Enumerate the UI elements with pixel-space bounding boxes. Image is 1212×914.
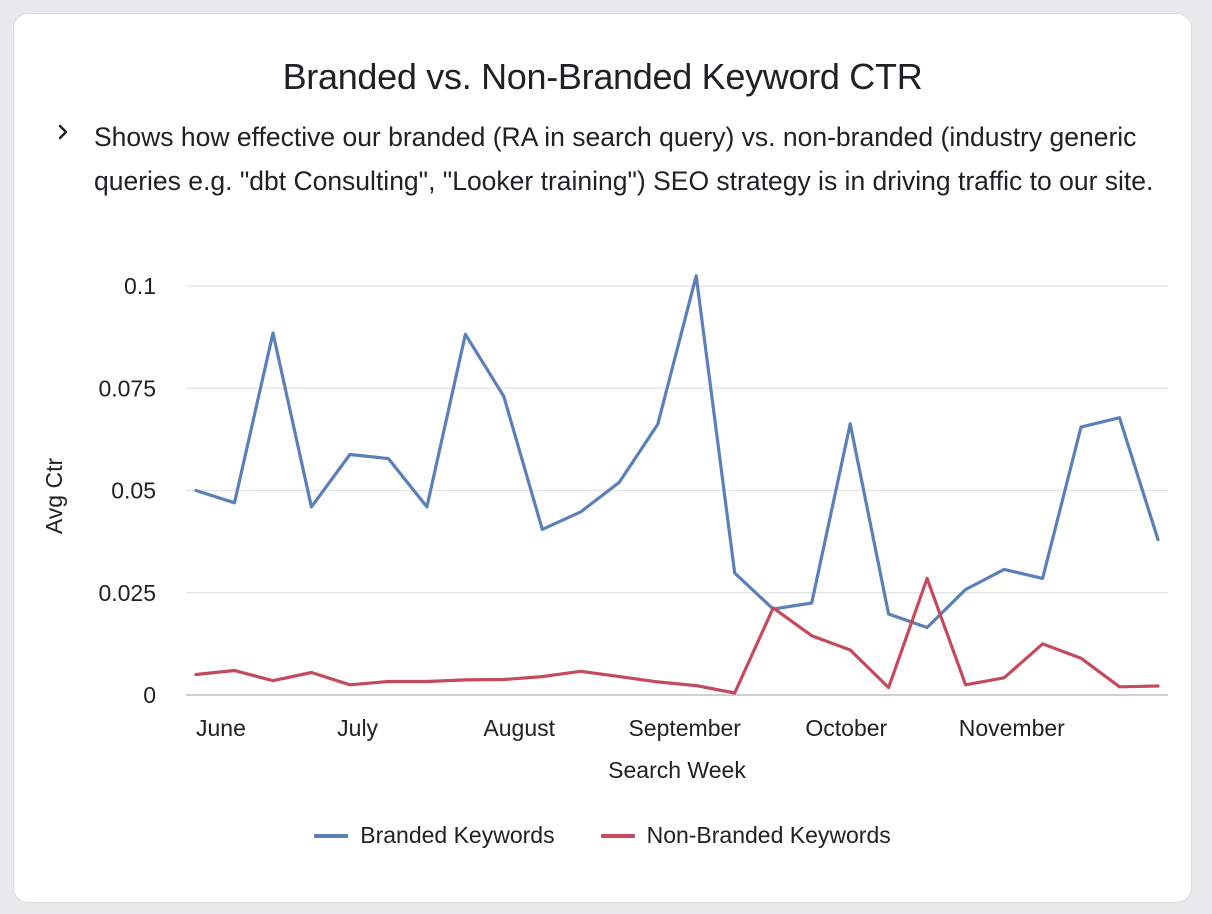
data-point[interactable] xyxy=(344,449,356,461)
data-point[interactable] xyxy=(960,679,972,691)
data-point[interactable] xyxy=(690,270,702,282)
x-tick-label: June xyxy=(196,715,246,741)
x-tick-label: July xyxy=(337,715,378,741)
gridlines xyxy=(186,285,1168,696)
y-tick-label: 0.075 xyxy=(98,375,156,401)
line-chart: 0 0.025 0.05 0.075 0.1 June July August Septemb… xyxy=(41,270,1168,783)
chart-legend: Branded Keywords Non-Branded Keywords xyxy=(14,822,1191,849)
data-point[interactable] xyxy=(421,676,433,688)
y-tick-label: 0.1 xyxy=(124,273,156,299)
data-point[interactable] xyxy=(1152,534,1164,546)
data-point[interactable] xyxy=(767,602,779,614)
data-point[interactable] xyxy=(536,671,548,683)
legend-item-branded[interactable]: Branded Keywords xyxy=(314,822,555,849)
data-point[interactable] xyxy=(190,485,202,497)
data-point[interactable] xyxy=(382,676,394,688)
data-point[interactable] xyxy=(1152,680,1164,692)
y-tick-label: 0 xyxy=(143,682,156,708)
data-point[interactable] xyxy=(459,328,471,340)
data-point[interactable] xyxy=(613,671,625,683)
data-point[interactable] xyxy=(421,501,433,513)
legend-item-non-branded[interactable]: Non-Branded Keywords xyxy=(600,822,891,849)
data-point[interactable] xyxy=(1114,681,1126,693)
legend-swatch-branded xyxy=(314,833,349,838)
data-point[interactable] xyxy=(652,418,664,430)
data-point[interactable] xyxy=(613,476,625,488)
y-axis-ticks: 0 0.025 0.05 0.075 0.1 xyxy=(98,273,156,708)
legend-label-branded: Branded Keywords xyxy=(360,822,555,848)
data-point[interactable] xyxy=(190,669,202,681)
data-point[interactable] xyxy=(883,608,895,620)
series-lines xyxy=(190,270,1164,699)
x-tick-label: September xyxy=(628,715,741,741)
y-axis-title: Avg Ctr xyxy=(41,458,67,535)
data-point[interactable] xyxy=(1037,572,1049,584)
data-point[interactable] xyxy=(998,563,1010,575)
data-point[interactable] xyxy=(267,327,279,339)
y-tick-label: 0.05 xyxy=(111,478,156,504)
data-point[interactable] xyxy=(652,676,664,688)
data-point[interactable] xyxy=(806,597,818,609)
data-point[interactable] xyxy=(305,501,317,513)
data-point[interactable] xyxy=(729,567,741,579)
data-point[interactable] xyxy=(536,523,548,535)
data-point[interactable] xyxy=(921,572,933,584)
chart-description: Shows how effective our branded (RA in s… xyxy=(94,122,1154,196)
x-axis-title: Search Week xyxy=(608,757,746,783)
data-point[interactable] xyxy=(921,622,933,634)
data-point[interactable] xyxy=(1037,638,1049,650)
data-point[interactable] xyxy=(267,675,279,687)
chart-card: Branded vs. Non-Branded Keyword CTR Show… xyxy=(14,14,1191,902)
data-point[interactable] xyxy=(228,664,240,676)
data-point[interactable] xyxy=(1075,421,1087,433)
chart-title: Branded vs. Non-Branded Keyword CTR xyxy=(282,56,923,97)
data-point[interactable] xyxy=(459,674,471,686)
data-point[interactable] xyxy=(690,680,702,692)
data-point[interactable] xyxy=(883,682,895,694)
data-point[interactable] xyxy=(806,630,818,642)
data-point[interactable] xyxy=(498,390,510,402)
data-point[interactable] xyxy=(1114,412,1126,424)
data-point[interactable] xyxy=(575,665,587,677)
data-point[interactable] xyxy=(305,667,317,679)
data-point[interactable] xyxy=(729,687,741,699)
legend-label-non-branded: Non-Branded Keywords xyxy=(646,822,891,848)
x-tick-label: October xyxy=(805,715,887,741)
data-point[interactable] xyxy=(844,644,856,656)
data-point[interactable] xyxy=(498,673,510,685)
data-point[interactable] xyxy=(960,583,972,595)
x-tick-label: August xyxy=(483,715,555,741)
data-point[interactable] xyxy=(575,506,587,518)
data-point[interactable] xyxy=(382,453,394,465)
series-line-branded[interactable] xyxy=(194,274,1160,630)
x-axis-ticks: June July August September October November xyxy=(196,715,1065,741)
legend-swatch-non-branded xyxy=(600,833,635,838)
data-point[interactable] xyxy=(998,672,1010,684)
data-point[interactable] xyxy=(844,418,856,430)
data-point[interactable] xyxy=(344,679,356,691)
x-tick-label: November xyxy=(959,715,1065,741)
chevron-right-icon[interactable] xyxy=(52,120,76,144)
data-point[interactable] xyxy=(1075,652,1087,664)
series-line-non-branded[interactable] xyxy=(194,576,1160,695)
data-point[interactable] xyxy=(228,497,240,509)
y-tick-label: 0.025 xyxy=(98,580,156,606)
